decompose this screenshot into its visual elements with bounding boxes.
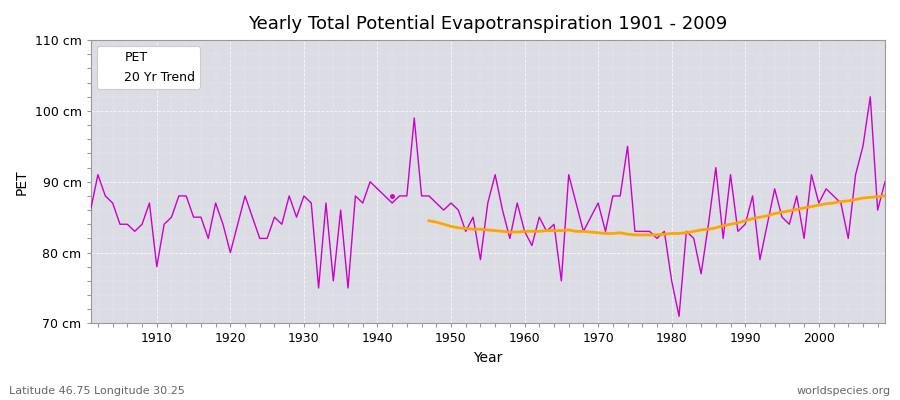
PET bbox=[608, 194, 618, 198]
PET bbox=[306, 201, 317, 206]
20 Yr Trend bbox=[872, 194, 883, 199]
PET bbox=[512, 201, 523, 206]
20 Yr Trend bbox=[879, 194, 890, 198]
PET bbox=[350, 194, 361, 198]
PET bbox=[144, 201, 155, 206]
X-axis label: Year: Year bbox=[473, 351, 502, 365]
Title: Yearly Total Potential Evapotranspiration 1901 - 2009: Yearly Total Potential Evapotranspiratio… bbox=[248, 15, 727, 33]
Y-axis label: PET: PET bbox=[15, 169, 29, 194]
PET bbox=[879, 179, 890, 184]
PET bbox=[519, 229, 530, 234]
20 Yr Trend bbox=[629, 232, 640, 237]
Line: 20 Yr Trend: 20 Yr Trend bbox=[429, 196, 885, 235]
20 Yr Trend bbox=[659, 232, 670, 236]
Line: PET: PET bbox=[91, 97, 885, 316]
PET bbox=[86, 208, 96, 212]
20 Yr Trend bbox=[644, 232, 655, 237]
PET bbox=[865, 94, 876, 99]
20 Yr Trend bbox=[563, 228, 574, 232]
20 Yr Trend bbox=[424, 218, 435, 223]
Legend: PET, 20 Yr Trend: PET, 20 Yr Trend bbox=[97, 46, 201, 89]
Text: worldspecies.org: worldspecies.org bbox=[796, 386, 891, 396]
Text: Latitude 46.75 Longitude 30.25: Latitude 46.75 Longitude 30.25 bbox=[9, 386, 184, 396]
20 Yr Trend bbox=[747, 216, 758, 221]
20 Yr Trend bbox=[549, 228, 560, 233]
PET bbox=[673, 314, 684, 319]
